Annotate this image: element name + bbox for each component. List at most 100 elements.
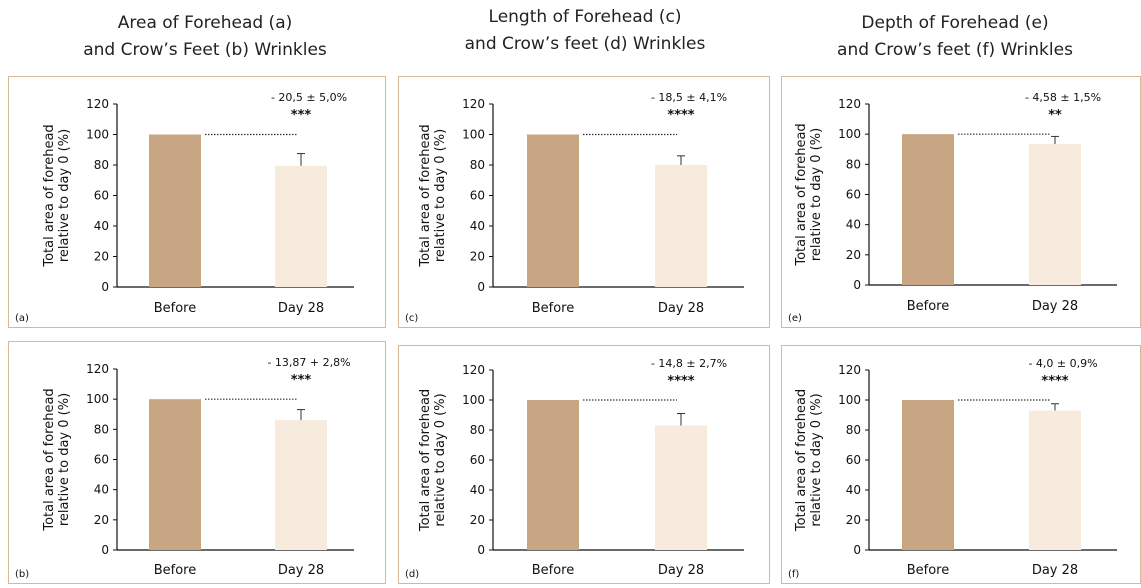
x-category-label: Before: [532, 301, 575, 316]
y-tick-label: 80: [94, 422, 109, 436]
bar-day28: [655, 165, 707, 287]
bar-before: [527, 134, 579, 287]
y-tick-label: 20: [846, 513, 861, 527]
x-category-label: Before: [154, 563, 197, 578]
bar-before: [149, 399, 201, 550]
y-tick-label: 20: [470, 513, 485, 527]
x-category-label: Before: [532, 563, 575, 578]
y-tick-label: 0: [853, 543, 861, 557]
y-tick-label: 20: [94, 250, 109, 264]
y-tick-label: 60: [94, 189, 109, 203]
y-axis-label: Total area of forehead: [794, 389, 809, 532]
panel-letter: (f): [788, 569, 799, 580]
y-tick-label: 40: [470, 483, 485, 497]
y-tick-label: 0: [477, 543, 485, 557]
y-tick-label: 80: [846, 423, 861, 437]
y-tick-label: 80: [846, 157, 861, 171]
column-title-line1: Depth of Forehead (e): [861, 13, 1049, 33]
chart-panel-f: 0 20 40 60 80 100 120 Before Day 28 - 4,0 ± 0,9% *…: [781, 345, 1141, 584]
y-tick-label: 40: [846, 483, 861, 497]
column-title-line1: Length of Forehead (c): [488, 7, 682, 27]
significance-stars: ***: [291, 373, 312, 388]
chart-panel-e: 0 20 40 60 80 100 120 Before Day 28 - 4,58 ± 1,5%…: [781, 76, 1141, 328]
significance-stars: ***: [291, 108, 312, 123]
change-annotation: - 18,5 ± 4,1%: [651, 91, 727, 104]
y-tick-label: 80: [470, 158, 485, 172]
y-tick-label: 0: [101, 543, 109, 557]
x-category-label: Day 28: [1032, 563, 1078, 578]
x-category-label: Before: [907, 299, 950, 314]
chart-panel-b: 0 20 40 60 80 100 120 Before Day 28 - 13,87 + 2,8…: [8, 341, 386, 584]
y-tick-label: 120: [838, 97, 861, 111]
y-axis-label: relative to day 0 (%): [809, 393, 824, 526]
y-tick-label: 100: [462, 393, 485, 407]
y-tick-label: 60: [470, 189, 485, 203]
y-axis-label: relative to day 0 (%): [57, 393, 72, 526]
y-axis-label: Total area of forehead: [418, 124, 433, 267]
y-axis-label: relative to day 0 (%): [433, 129, 448, 262]
y-tick-label: 40: [846, 218, 861, 232]
y-tick-label: 120: [86, 362, 109, 376]
bar-day28: [1029, 143, 1081, 285]
y-tick-label: 40: [94, 483, 109, 497]
y-tick-label: 0: [101, 280, 109, 294]
x-category-label: Day 28: [1032, 299, 1078, 314]
change-annotation: - 4,0 ± 0,9%: [1028, 357, 1097, 370]
y-tick-label: 60: [846, 453, 861, 467]
y-tick-label: 80: [470, 423, 485, 437]
change-annotation: - 14,8 ± 2,7%: [651, 357, 727, 370]
panel-letter: (a): [15, 313, 29, 324]
chart-svg: 0 20 40 60 80 100 120 Before Day 28 - 20,5 ± 5,0%…: [15, 91, 354, 324]
y-axis-label: Total area of forehead: [42, 124, 57, 267]
y-tick-label: 120: [462, 363, 485, 377]
chart-svg: 0 20 40 60 80 100 120 Before Day 28 - 4,58 ± 1,5%…: [788, 91, 1117, 324]
chart-svg: 0 20 40 60 80 100 120 Before Day 28 - 4,0 ± 0,9% *…: [788, 357, 1117, 580]
bar-day28: [275, 165, 327, 287]
change-annotation: - 4,58 ± 1,5%: [1025, 91, 1101, 104]
change-annotation: - 20,5 ± 5,0%: [271, 91, 347, 104]
x-category-label: Day 28: [658, 301, 704, 316]
significance-stars: ****: [667, 374, 694, 389]
column-title-depth: Depth of Forehead (e) and Crow’s feet (f…: [770, 10, 1140, 64]
panel-letter: (d): [405, 569, 419, 580]
column-title-line2: and Crow’s Feet (b) Wrinkles: [83, 40, 327, 60]
y-tick-label: 60: [846, 188, 861, 202]
bar-before: [149, 134, 201, 287]
chart-svg: 0 20 40 60 80 100 120 Before Day 28 - 18,5 ± 4,1%…: [405, 91, 744, 324]
panel-letter: (b): [15, 569, 29, 580]
y-tick-label: 120: [86, 97, 109, 111]
significance-stars: **: [1048, 108, 1062, 123]
chart-svg: 0 20 40 60 80 100 120 Before Day 28 - 13,87 + 2,8…: [15, 356, 354, 580]
column-title-line1: Area of Forehead (a): [117, 13, 293, 33]
y-tick-label: 100: [86, 392, 109, 406]
column-title-length: Length of Forehead (c) and Crow’s feet (…: [400, 4, 770, 58]
x-category-label: Before: [907, 563, 950, 578]
y-axis-label: Total area of forehead: [42, 388, 57, 531]
change-annotation: - 13,87 + 2,8%: [267, 356, 350, 369]
chart-svg: 0 20 40 60 80 100 120 Before Day 28 - 14,8 ± 2,7%…: [405, 357, 744, 580]
y-tick-label: 60: [470, 453, 485, 467]
chart-panel-c: 0 20 40 60 80 100 120 Before Day 28 - 18,5 ± 4,1%…: [398, 76, 770, 328]
x-category-label: Day 28: [278, 301, 324, 316]
y-tick-label: 0: [477, 280, 485, 294]
y-axis-label: relative to day 0 (%): [57, 129, 72, 262]
y-axis-label: Total area of forehead: [418, 389, 433, 532]
x-category-label: Day 28: [278, 563, 324, 578]
y-axis-label: relative to day 0 (%): [809, 128, 824, 261]
bar-day28: [655, 425, 707, 550]
y-tick-label: 100: [86, 128, 109, 142]
y-tick-label: 100: [838, 393, 861, 407]
bar-before: [902, 400, 954, 550]
y-tick-label: 20: [94, 513, 109, 527]
chart-panel-a: 0 20 40 60 80 100 120 Before Day 28 - 20,5 ± 5,0%…: [8, 76, 386, 328]
y-tick-label: 100: [462, 128, 485, 142]
x-category-label: Day 28: [658, 563, 704, 578]
bar-day28: [275, 420, 327, 550]
x-category-label: Before: [154, 301, 197, 316]
y-tick-label: 80: [94, 158, 109, 172]
bar-before: [527, 400, 579, 550]
significance-stars: ****: [667, 108, 694, 123]
y-tick-label: 40: [470, 219, 485, 233]
y-tick-label: 40: [94, 219, 109, 233]
y-tick-label: 20: [470, 250, 485, 264]
